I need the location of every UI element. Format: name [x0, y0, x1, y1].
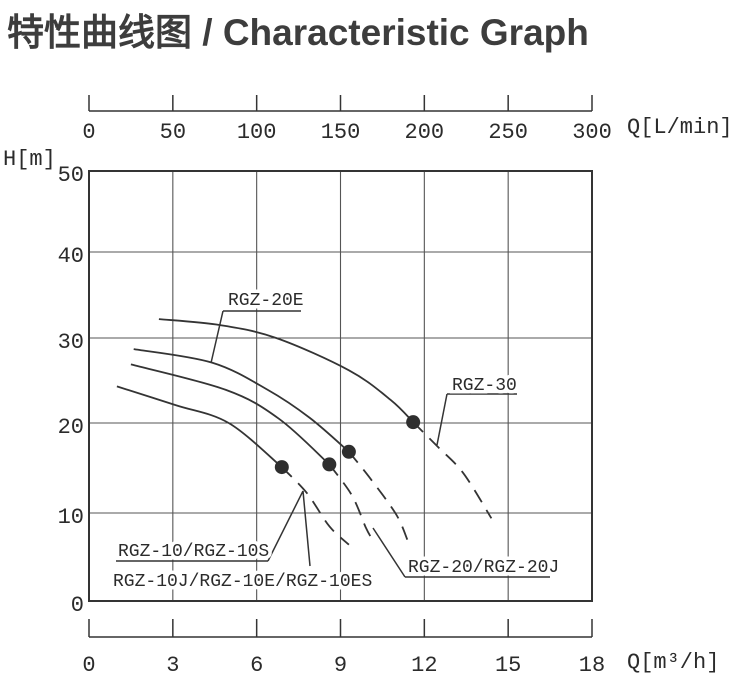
- bottom-axis-tick-label: 12: [411, 653, 437, 678]
- curve-label: RGZ-20E: [228, 291, 304, 311]
- left-axis-tick-label: 40: [58, 244, 84, 269]
- top-axis-tick-label: 100: [237, 120, 277, 145]
- grid: [89, 171, 592, 601]
- top-axis-tick-label: 250: [488, 120, 528, 145]
- top-axis-tick-label: 50: [160, 120, 186, 145]
- plot-border: [88, 170, 593, 602]
- callout-rgz-20e: RGZ-20E: [210, 288, 307, 364]
- top-axis-tick-label: 150: [321, 120, 361, 145]
- leader-line: [267, 490, 304, 562]
- leader-line: [210, 310, 224, 364]
- callout-rgz-20-rgz-20j: RGZ-20/RGZ-20J: [372, 527, 563, 582]
- top-axis-tick-label: 300: [572, 120, 612, 145]
- curve-rgz-30-dashed-extension: [412, 421, 493, 519]
- callout-rgz-10-rgz-10s: RGZ-10/RGZ-10S: [115, 490, 304, 566]
- curve-label: RGZ-10/RGZ-10S: [118, 542, 269, 562]
- bottom-axis-ruler: 0 3 6 9 12 15 18 Q[m³/h]: [82, 619, 719, 678]
- rated-point-rgz-10-family-rgz-10-rgz-10s: [274, 460, 289, 475]
- leader-line: [302, 490, 311, 567]
- left-axis-tick-label: 50: [58, 163, 84, 188]
- left-axis-tick-label: 30: [58, 330, 84, 355]
- top-axis-tick-label: 200: [405, 120, 445, 145]
- curve-rgz-30-solid: [158, 318, 414, 423]
- curve-rgz-10-family-rgz-10-rgz-10s-dashed-extension: [281, 466, 350, 546]
- top-axis-tick-label: 0: [82, 120, 95, 145]
- curve-rgz-20e-dashed-extension: [348, 451, 409, 541]
- rated-point-rgz-20e: [341, 444, 356, 459]
- curve-label: RGZ-30: [452, 376, 517, 396]
- curve-label: RGZ-10J/RGZ-10E/RGZ-10ES: [113, 572, 372, 592]
- curve-label: RGZ-20/RGZ-20J: [408, 558, 559, 578]
- callout-rgz-30: RGZ-30: [436, 373, 520, 446]
- left-axis-tick-label: 20: [58, 415, 84, 440]
- curve-rgz-10-family-rgz-10-rgz-10s-solid: [116, 385, 283, 468]
- rated-point-rgz-30: [406, 415, 421, 430]
- bottom-axis-tick-label: 3: [166, 653, 179, 678]
- left-axis-unit-label: H[m]: [3, 147, 56, 172]
- bottom-axis-tick-label: 18: [579, 653, 605, 678]
- callout-rgz-10j-rgz-10e-rgz-10es: RGZ-10J/RGZ-10E/RGZ-10ES: [110, 490, 376, 596]
- leader-line: [436, 393, 448, 446]
- leader-line: [372, 527, 406, 578]
- bottom-axis-tick-label: 15: [495, 653, 521, 678]
- bottom-axis-tick-label: 0: [82, 653, 95, 678]
- left-axis-tick-label: 10: [58, 505, 84, 530]
- rated-point-rgz-20-rgz-20j: [322, 457, 337, 472]
- bottom-axis-unit-label: Q[m³/h]: [627, 650, 719, 675]
- left-axis-tick-label: 0: [71, 593, 84, 618]
- left-axis-labels: H[m]50 40 30 20 10 0: [3, 147, 84, 618]
- curve-rgz-20-rgz-20j-solid: [130, 363, 330, 466]
- curve-rgz-20e-solid: [133, 348, 350, 453]
- bottom-axis-tick-label: 6: [250, 653, 263, 678]
- page-title: 特性曲线图 / Characteristic Graph: [7, 12, 589, 53]
- bottom-axis-tick-label: 9: [334, 653, 347, 678]
- top-axis-unit-label: Q[L/min]: [627, 115, 733, 140]
- curve-rgz-20-rgz-20j-dashed-extension: [328, 463, 372, 539]
- top-axis-ruler: 0 50 100 150 200 250 300 Q[L/min]: [82, 95, 733, 145]
